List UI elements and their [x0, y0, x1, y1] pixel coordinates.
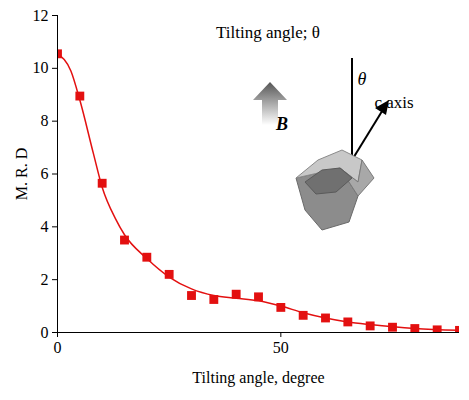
svg-text:Tilting angle; θ: Tilting angle; θ [216, 23, 320, 42]
svg-text:M. R. D: M. R. D [13, 148, 30, 200]
svg-text:B: B [275, 114, 288, 134]
svg-text:4: 4 [41, 218, 49, 235]
svg-text:c axis: c axis [374, 93, 413, 112]
svg-text:50: 50 [273, 339, 289, 356]
svg-text:12: 12 [33, 7, 49, 24]
svg-text:10: 10 [33, 59, 49, 76]
svg-text:0: 0 [41, 324, 49, 341]
svg-text:8: 8 [41, 112, 49, 129]
svg-text:2: 2 [41, 271, 49, 288]
svg-text:0: 0 [54, 339, 62, 356]
svg-text:6: 6 [41, 165, 49, 182]
svg-text:θ: θ [358, 69, 367, 89]
svg-text:Tilting angle, degree: Tilting angle, degree [192, 369, 324, 387]
